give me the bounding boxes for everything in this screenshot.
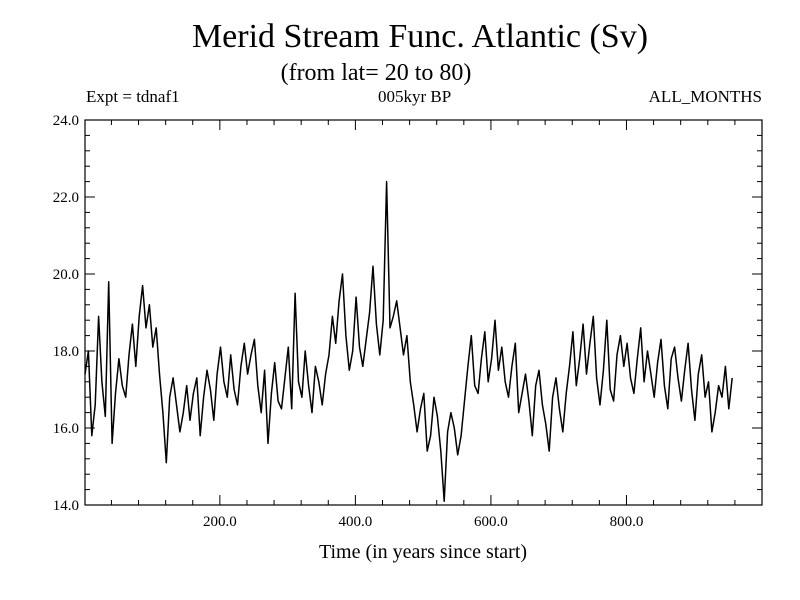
y-tick-label: 24.0 (53, 113, 79, 129)
period-label: 005kyr BP (378, 87, 452, 106)
plot-frame (84, 119, 763, 506)
months-label: ALL_MONTHS (648, 87, 762, 106)
axis-ticks (85, 119, 762, 506)
y-tick-label: 20.0 (53, 267, 79, 283)
x-axis-label: Time (in years since start) (319, 541, 527, 563)
y-tick-labels: 14.0 16.0 18.0 20.0 22.0 24.0 (53, 113, 79, 514)
y-tick-label: 22.0 (53, 190, 79, 206)
y-tick-label: 16.0 (53, 421, 79, 437)
x-tick-labels: 200.0 400.0 600.0 800.0 (203, 514, 643, 530)
y-tick-label: 14.0 (53, 498, 79, 514)
chart-subtitle: (from lat= 20 to 80) (280, 60, 472, 86)
x-tick-label: 600.0 (474, 514, 508, 530)
x-tick-label: 400.0 (339, 514, 373, 530)
experiment-label: Expt = tdnaf1 (86, 87, 180, 106)
x-tick-label: 200.0 (203, 514, 237, 530)
series-line (84, 180, 733, 502)
chart-title: Merid Stream Func. Atlantic (Sv) (191, 18, 649, 55)
y-tick-label: 18.0 (53, 344, 79, 360)
x-tick-label: 800.0 (610, 514, 644, 530)
